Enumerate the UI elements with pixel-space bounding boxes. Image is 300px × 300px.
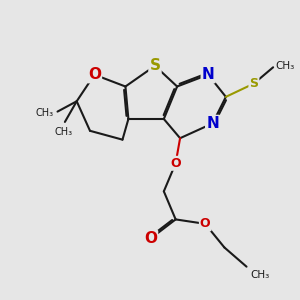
Text: O: O [170, 157, 181, 170]
Text: CH₃: CH₃ [36, 108, 54, 118]
Text: CH₃: CH₃ [275, 61, 295, 71]
Text: O: O [200, 217, 211, 230]
Text: CH₃: CH₃ [250, 270, 269, 280]
Text: S: S [149, 58, 161, 73]
Text: S: S [249, 77, 258, 90]
Text: N: N [206, 116, 219, 131]
Text: O: O [88, 67, 101, 82]
Text: CH₃: CH₃ [54, 127, 73, 137]
Text: O: O [144, 231, 157, 246]
Text: N: N [202, 67, 214, 82]
